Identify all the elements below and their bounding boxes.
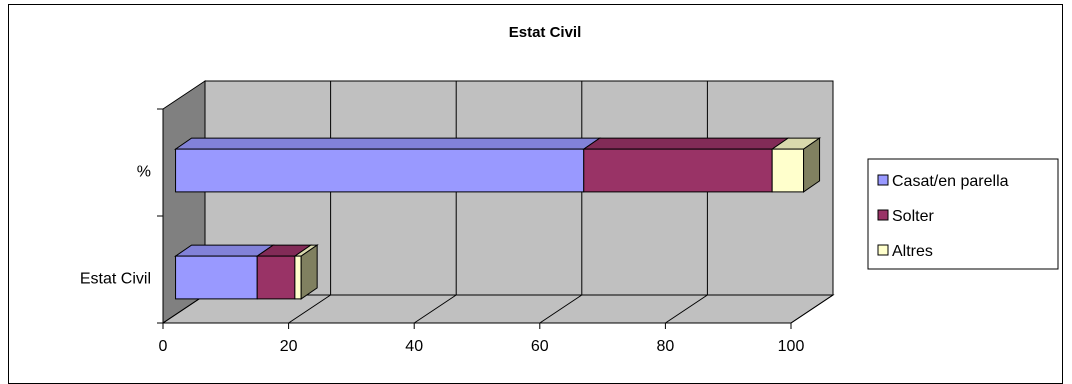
floor-gridline (539, 294, 583, 324)
bar-top-Casat/en parella (173, 244, 275, 257)
legend: Casat/en parella Solter Altres (867, 158, 1059, 270)
x-tick-label: 20 (280, 338, 298, 355)
bar-segment-Solter (256, 255, 296, 300)
floor-gridline (790, 294, 834, 324)
bar-end-face (300, 244, 318, 300)
bar-segment-Altres (771, 148, 805, 193)
legend-label: Casat/en parella (892, 173, 1009, 190)
bar-segment-Altres (294, 255, 302, 300)
legend-swatch (877, 209, 889, 221)
x-tick-label: 0 (159, 338, 168, 355)
y-category-label: % (137, 164, 151, 181)
y-category-label: Estat Civil (80, 271, 151, 288)
legend-label: Altres (892, 243, 933, 260)
bar-top-Solter (582, 137, 790, 150)
x-tick-label: 60 (531, 338, 549, 355)
bar-segment-Casat/en parella (175, 148, 585, 193)
floor-gridline (288, 294, 331, 324)
legend-swatch (877, 244, 889, 256)
floor-gridline (162, 294, 206, 324)
legend-swatch (877, 174, 889, 186)
bar-end-face (803, 137, 821, 193)
axes (157, 108, 792, 329)
legend-label: Solter (892, 208, 934, 225)
bar-segment-Casat/en parella (175, 255, 258, 300)
x-tick-label: 40 (405, 338, 423, 355)
x-tick-label: 80 (657, 338, 675, 355)
x-tick-label: 100 (778, 338, 805, 355)
floor-gridline (413, 294, 457, 324)
bars (173, 137, 822, 300)
legend-box (867, 158, 1059, 270)
bar-segment-Solter (583, 148, 773, 193)
floor-gridline (665, 294, 708, 324)
bar-top-Casat/en parella (173, 137, 602, 150)
axis-labels: 0 20 40 60 80 100 Estat Civil% (80, 164, 805, 356)
chart-title: Estat Civil (509, 24, 582, 41)
